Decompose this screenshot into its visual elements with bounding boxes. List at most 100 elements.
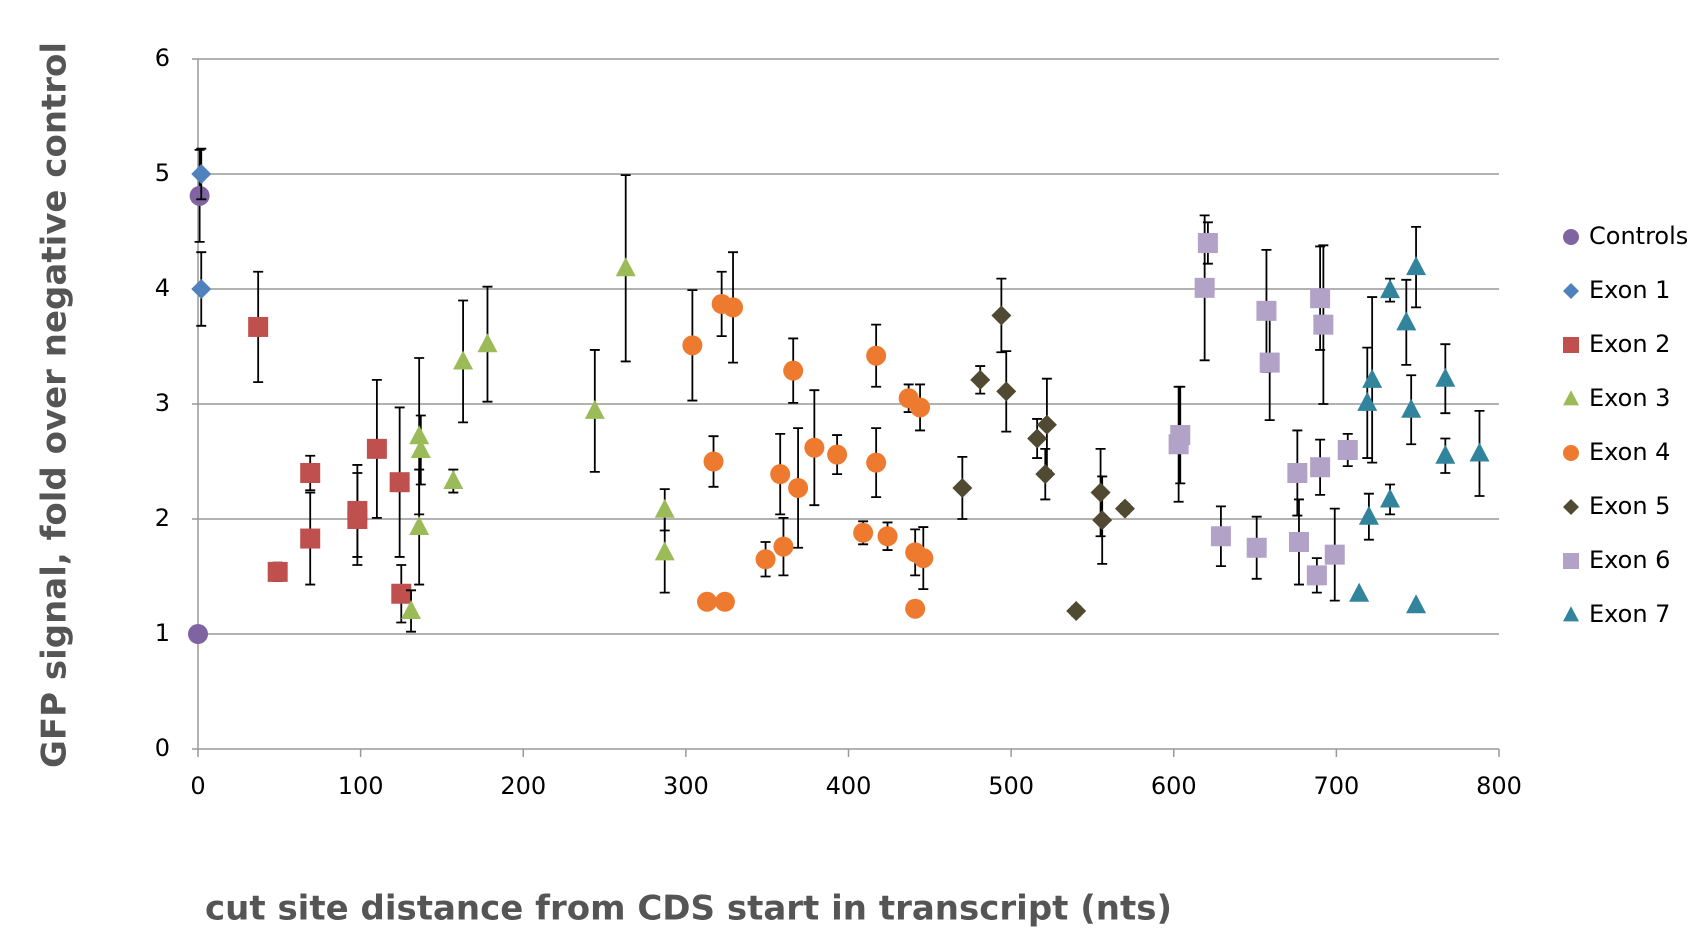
marker: [788, 477, 809, 498]
marker: [773, 536, 794, 557]
marker: [443, 470, 464, 490]
x-tick-label: 800: [1476, 772, 1522, 800]
y-axis-title: GFP signal, fold over negative control: [35, 42, 75, 768]
marker: [1380, 488, 1401, 508]
legend-label: Exon 2: [1589, 330, 1670, 358]
marker: [1435, 367, 1456, 387]
x-tick-label: 100: [338, 772, 384, 800]
y-tick-label: 4: [155, 274, 170, 302]
marker: [1337, 440, 1358, 460]
marker: [615, 257, 636, 277]
marker: [1313, 314, 1334, 335]
legend-marker: [1563, 445, 1579, 461]
legend-marker: [1563, 553, 1579, 569]
marker: [654, 498, 675, 518]
x-tick-label: 300: [663, 772, 709, 800]
legend-label: Exon 5: [1589, 492, 1670, 520]
marker: [1406, 594, 1427, 614]
marker: [366, 438, 387, 459]
marker: [682, 335, 703, 356]
marker: [401, 600, 422, 619]
legend-marker: [1563, 499, 1579, 515]
marker: [1114, 498, 1135, 519]
marker: [970, 369, 991, 390]
y-tick-label: 6: [155, 44, 170, 72]
marker: [783, 360, 804, 381]
legend-marker: [1563, 337, 1579, 353]
marker: [1380, 279, 1401, 299]
marker: [191, 164, 212, 184]
marker: [1324, 544, 1345, 565]
legend-label: Exon 3: [1589, 384, 1670, 412]
x-tick-label: 200: [500, 772, 546, 800]
y-tick-label: 0: [155, 734, 170, 762]
marker: [910, 397, 931, 418]
marker: [1396, 311, 1417, 331]
marker: [703, 451, 724, 472]
marker: [1092, 510, 1113, 531]
marker: [1310, 457, 1331, 478]
marker: [1066, 601, 1087, 621]
marker: [723, 297, 744, 318]
marker: [1435, 444, 1456, 464]
marker: [1259, 352, 1280, 373]
legend-label: Exon 1: [1589, 276, 1670, 304]
marker: [1406, 256, 1427, 276]
marker: [1210, 526, 1231, 547]
marker: [996, 381, 1017, 402]
marker: [1246, 537, 1267, 558]
marker: [991, 305, 1012, 326]
marker: [1357, 391, 1378, 411]
x-tick-label: 500: [988, 772, 1034, 800]
marker: [877, 526, 898, 547]
legend-label: Exon 4: [1589, 438, 1670, 466]
marker: [714, 591, 735, 612]
x-tick-label: 0: [190, 772, 205, 800]
marker: [391, 583, 412, 604]
marker: [389, 472, 410, 493]
legend-label: Exon 6: [1589, 546, 1670, 574]
y-tick-label: 2: [155, 504, 170, 532]
marker: [1090, 482, 1111, 503]
marker: [827, 444, 848, 465]
marker: [1288, 532, 1309, 552]
marker: [1358, 505, 1379, 525]
legend-marker: [1563, 606, 1579, 622]
marker: [188, 624, 208, 644]
x-tick-label: 700: [1313, 772, 1359, 800]
marker: [1310, 288, 1331, 309]
y-tick-label: 5: [155, 159, 170, 187]
marker: [191, 279, 212, 299]
legend-marker: [1563, 229, 1579, 245]
marker: [1194, 277, 1215, 298]
marker: [300, 463, 321, 483]
marker: [905, 598, 926, 619]
marker: [697, 591, 718, 612]
marker: [853, 522, 874, 543]
marker: [1401, 398, 1422, 418]
marker: [1469, 442, 1490, 462]
y-tick-label: 1: [155, 619, 170, 647]
marker: [770, 464, 791, 485]
marker: [755, 549, 776, 570]
marker: [410, 439, 431, 458]
marker: [804, 437, 825, 458]
marker: [409, 516, 430, 536]
marker: [1027, 428, 1048, 449]
x-tick-label: 600: [1151, 772, 1197, 800]
marker: [1197, 233, 1218, 253]
marker: [1306, 565, 1327, 586]
legend-marker: [1563, 283, 1579, 299]
y-tick-label: 3: [155, 389, 170, 417]
marker: [952, 477, 973, 498]
marker: [584, 399, 605, 419]
marker: [654, 541, 675, 561]
marker: [913, 548, 934, 569]
marker: [866, 452, 887, 473]
marker: [248, 316, 269, 337]
marker: [1035, 464, 1056, 485]
x-tick-label: 400: [826, 772, 872, 800]
marker: [1287, 463, 1308, 483]
legend-label: Controls: [1589, 222, 1688, 250]
